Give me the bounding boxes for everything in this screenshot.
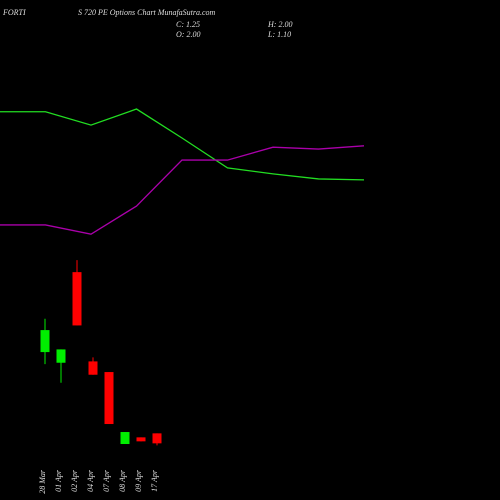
x-tick-label: 17 Apr xyxy=(150,469,159,492)
ohlc-label: O: 2.00 xyxy=(176,30,200,39)
ohlc-label: H: 2.00 xyxy=(267,20,292,29)
candle-body xyxy=(56,349,66,363)
ohlc-label: C: 1.25 xyxy=(176,20,200,29)
x-tick-label: 01 Apr xyxy=(54,469,63,492)
x-tick-label: 08 Apr xyxy=(118,469,127,492)
x-tick-label: 02 Apr xyxy=(70,469,79,492)
chart-title: FORTI xyxy=(2,8,26,17)
candle-body xyxy=(72,272,82,326)
candle-body xyxy=(152,433,162,444)
x-tick-label: 07 Apr xyxy=(102,469,111,492)
x-tick-label: 09 Apr xyxy=(134,469,143,492)
indicator-line xyxy=(0,145,365,235)
candle-body xyxy=(88,361,98,375)
candle-body xyxy=(136,437,146,442)
candle-body xyxy=(40,330,50,353)
candle-body xyxy=(104,372,114,425)
x-tick-label: 04 Apr xyxy=(86,469,95,492)
candle-body xyxy=(120,432,130,445)
indicator-line xyxy=(0,108,365,181)
x-tick-label: 28 Mar xyxy=(38,469,47,494)
ohlc-label: L: 1.10 xyxy=(267,30,291,39)
chart-subtitle: S 720 PE Options Chart MunafaSutra.com xyxy=(78,8,216,17)
